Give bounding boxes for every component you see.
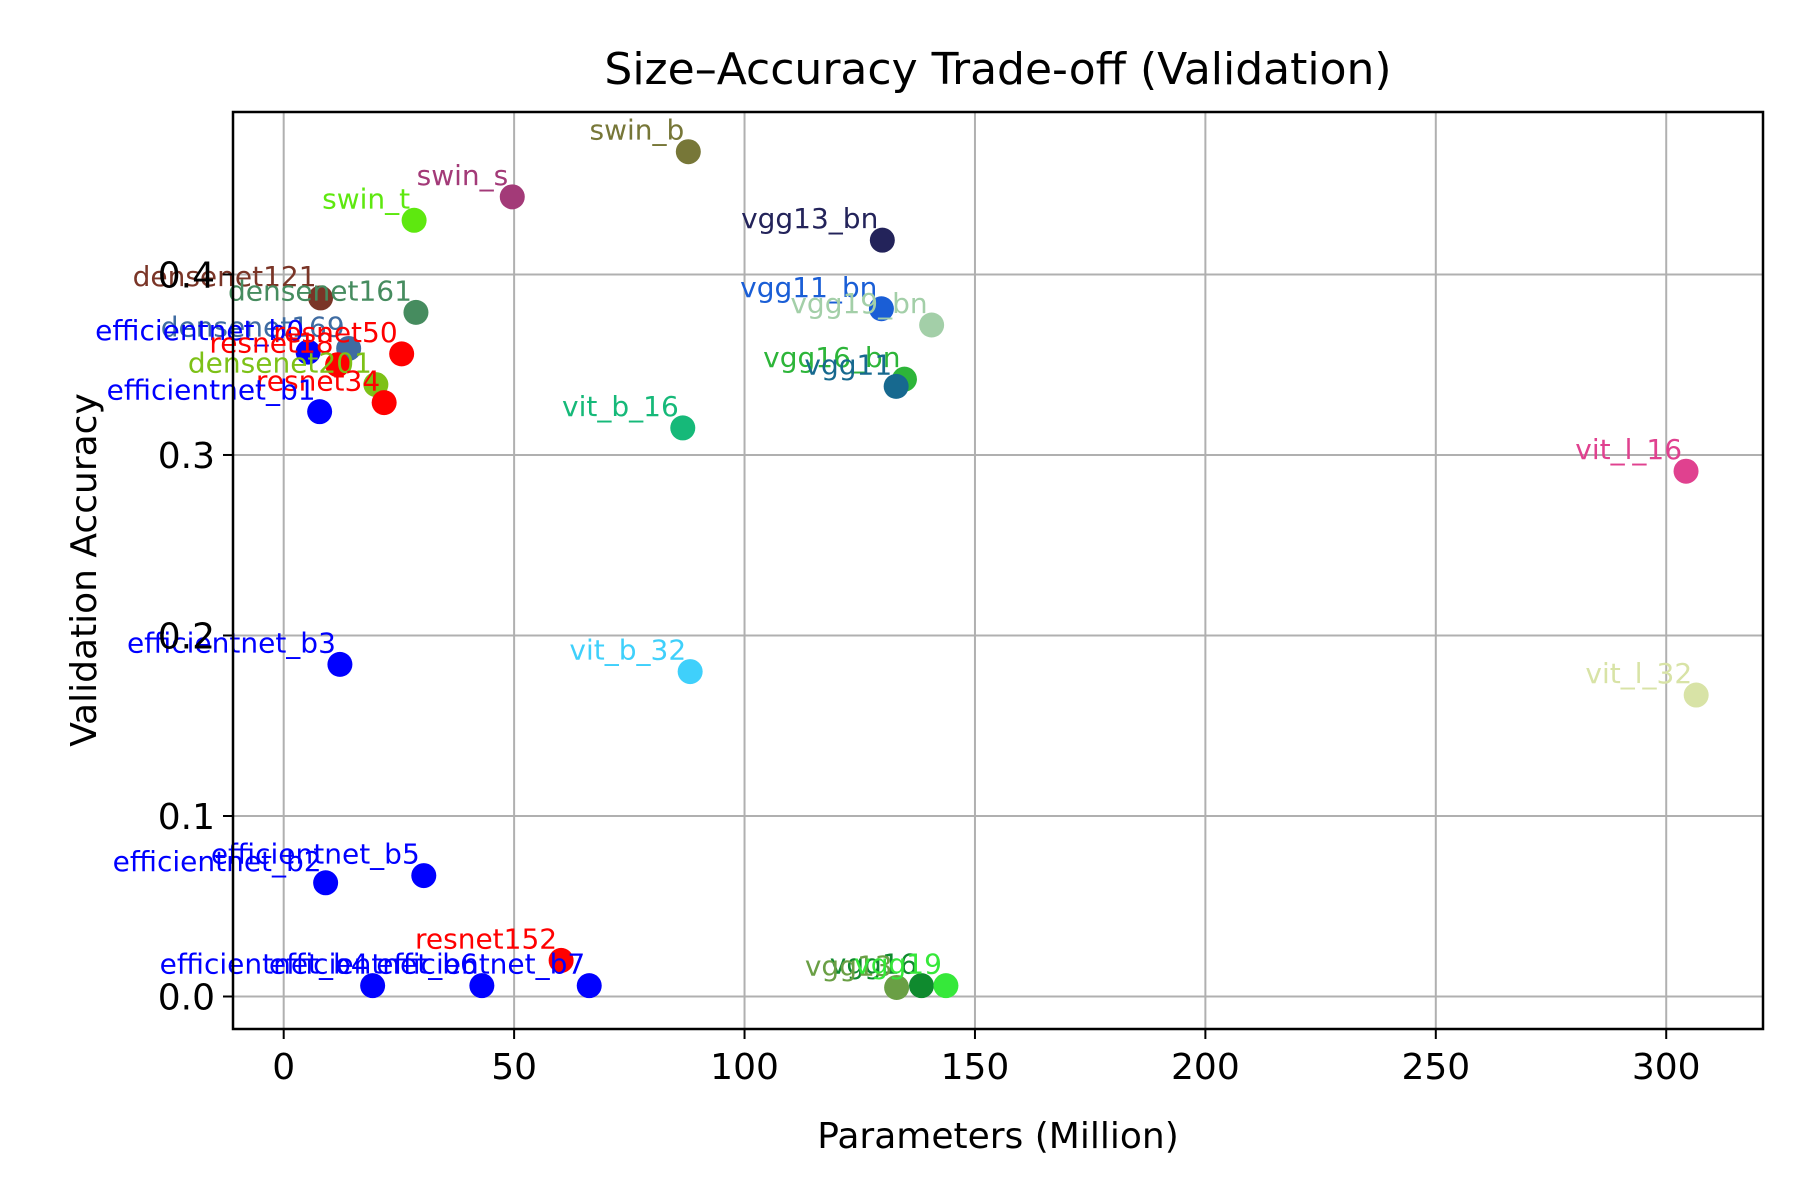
plot-frame <box>231 110 1765 1031</box>
data-point-vit_b_16 <box>670 415 696 441</box>
y-axis-label: Validation Accuracy <box>64 393 105 747</box>
data-point-swin_s <box>499 184 525 210</box>
point-label-resnet18: resnet18 <box>209 327 333 360</box>
point-label-densenet161: densenet161 <box>228 274 412 307</box>
x-tick-label: 150 <box>941 1047 1010 1088</box>
point-label-vit_l_16: vit_l_16 <box>1575 433 1682 466</box>
data-point-efficientnet_b3 <box>327 651 353 677</box>
data-point-vgg13 <box>884 974 910 1000</box>
point-label-vgg13: vgg13 <box>805 949 893 982</box>
data-point-vit_l_16 <box>1673 458 1699 484</box>
x-axis-label: Parameters (Million) <box>817 1116 1179 1157</box>
x-tick-label: 50 <box>491 1047 537 1088</box>
data-points <box>295 139 1709 1000</box>
point-label-resnet152: resnet152 <box>415 922 557 955</box>
data-point-efficientnet_b2 <box>313 870 339 896</box>
y-tick-label: 0.3 <box>158 436 215 477</box>
point-label-vit_b_16: vit_b_16 <box>562 390 679 423</box>
data-point-vgg13_bn <box>869 227 895 253</box>
point-label-densenet201: densenet201 <box>188 347 372 380</box>
y-tick-label: 0.0 <box>158 978 215 1019</box>
x-tick-label: 200 <box>1171 1047 1240 1088</box>
point-label-efficientnet_b1: efficientnet_b1 <box>107 374 316 407</box>
data-point-efficientnet_b0 <box>295 339 321 365</box>
point-label-efficientnet_b3: efficientnet_b3 <box>127 626 336 659</box>
point-label-vgg16: vgg16 <box>830 948 918 981</box>
point-label-efficientnet_b6: efficientnet_b6 <box>269 948 478 981</box>
point-label-resnet34: resnet34 <box>256 365 380 398</box>
point-label-efficientnet_b0: efficientnet_b0 <box>95 314 304 347</box>
data-point-swin_b <box>675 139 701 165</box>
point-label-swin_s: swin_s <box>417 159 509 192</box>
x-tick-label: 250 <box>1401 1047 1470 1088</box>
point-label-efficientnet_b4: efficientnet_b4 <box>160 948 369 981</box>
point-label-efficientnet_b7: efficientnet_b7 <box>376 948 585 981</box>
data-point-vit_b_32 <box>677 659 703 685</box>
x-tick-label: 0 <box>272 1047 295 1088</box>
y-tick-label: 0.2 <box>158 616 215 657</box>
point-label-resnet50: resnet50 <box>273 316 397 349</box>
data-point-resnet50 <box>389 341 415 367</box>
point-label-efficientnet_b5: efficientnet_b5 <box>211 838 420 871</box>
x-tick-label: 300 <box>1632 1047 1701 1088</box>
grid-lines <box>233 112 1763 1029</box>
point-label-efficientnet_b2: efficientnet_b2 <box>113 845 322 878</box>
point-label-vgg11: vgg11 <box>804 348 892 381</box>
x-axis-ticks: 0 50 100 150 200 250 300 <box>272 1029 1701 1088</box>
data-point-efficientnet_b6 <box>469 973 495 999</box>
point-label-vgg19: vgg19 <box>854 948 942 981</box>
data-point-vit_l_32 <box>1683 682 1709 708</box>
data-point-densenet161 <box>403 299 429 325</box>
point-label-densenet169: densenet169 <box>161 310 345 343</box>
point-label-vgg13_bn: vgg13_bn <box>741 202 878 235</box>
point-label-vit_l_32: vit_l_32 <box>1585 657 1692 690</box>
data-point-resnet152 <box>548 947 574 973</box>
point-label-vgg11_bn: vgg11_bn <box>740 271 877 304</box>
y-axis-ticks: 0.0 0.1 0.2 0.3 0.4 <box>158 255 233 1019</box>
x-tick-label: 100 <box>710 1047 779 1088</box>
y-tick-label: 0.1 <box>158 797 215 838</box>
data-point-densenet121 <box>308 285 334 311</box>
data-point-vgg11_bn <box>868 296 894 322</box>
point-labels: swin_bswin_sswin_tvgg13_bndensenet121den… <box>95 114 1692 983</box>
data-point-resnet18 <box>325 352 351 378</box>
chart-title: Size–Accuracy Trade-off (Validation) <box>604 44 1391 95</box>
data-point-efficientnet_b1 <box>307 399 333 425</box>
y-tick-label: 0.4 <box>158 255 215 296</box>
point-label-densenet121: densenet121 <box>133 260 317 293</box>
point-label-swin_b: swin_b <box>590 114 685 147</box>
data-point-efficientnet_b4 <box>360 973 386 999</box>
point-label-vit_b_32: vit_b_32 <box>569 634 686 667</box>
point-label-vgg16_bn: vgg16_bn <box>763 341 900 374</box>
data-point-efficientnet_b7 <box>576 973 602 999</box>
point-label-swin_t: swin_t <box>322 182 410 215</box>
data-point-resnet34 <box>371 390 397 416</box>
data-point-vgg19_bn <box>919 312 945 338</box>
point-label-vgg19_bn: vgg19_bn <box>790 287 927 320</box>
data-point-swin_t <box>401 207 427 233</box>
data-point-vgg19 <box>933 973 959 999</box>
data-point-vgg11 <box>883 373 909 399</box>
data-point-vgg16 <box>909 973 934 999</box>
data-point-efficientnet_b5 <box>411 863 437 889</box>
